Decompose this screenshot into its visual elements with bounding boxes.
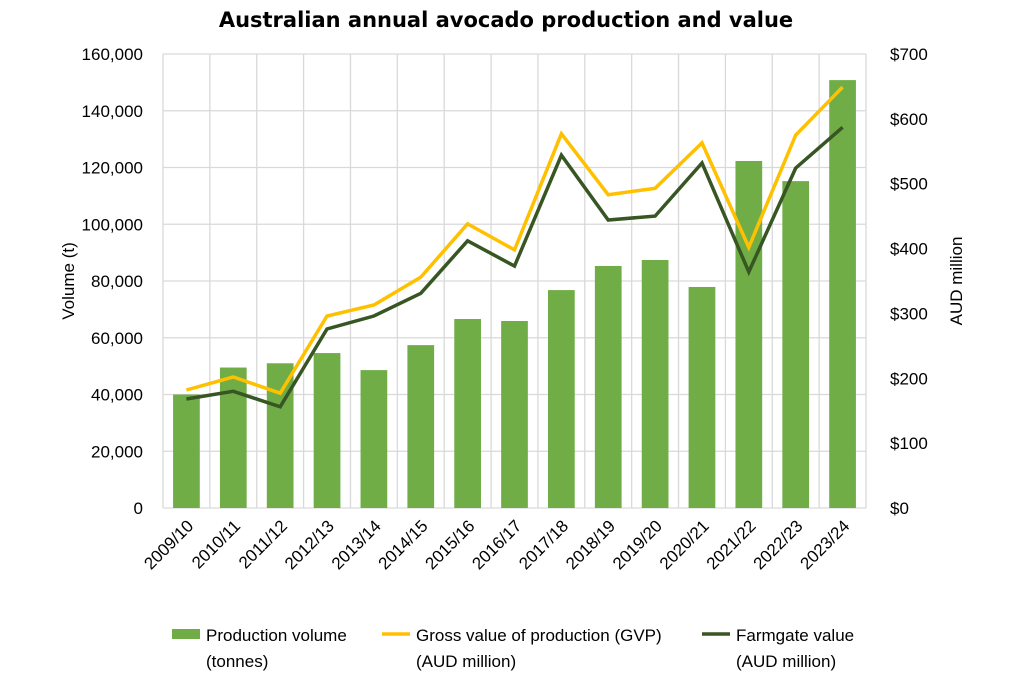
y-tick-label-right: $200 (890, 369, 928, 388)
bars (173, 80, 856, 508)
x-tick-label: 2012/13 (281, 516, 338, 573)
bar-2017-18 (548, 290, 575, 508)
x-tick-label: 2017/18 (515, 516, 572, 573)
x-tick-label: 2022/23 (750, 516, 807, 573)
legend: Production volume (tonnes) Gross value of … (172, 626, 854, 671)
gridlines (162, 53, 867, 509)
legend-label: Farmgate value (736, 626, 854, 645)
x-tick-label: 2011/12 (235, 516, 291, 572)
x-tick-label: 2015/16 (422, 516, 479, 573)
y-tick-label-right: $400 (890, 240, 928, 259)
chart-title: Australian annual avocado production and… (219, 8, 793, 32)
legend-swatch-bar (172, 629, 200, 639)
legend-label: Gross value of production (GVP) (416, 626, 662, 645)
y-tick-label-right: $700 (890, 45, 928, 64)
bar-2022-23 (782, 181, 810, 508)
bar-2021-22 (735, 160, 763, 508)
y-axis-left: 0 20,000 40,000 60,000 80,000 100,000 120,000 1… (82, 45, 143, 518)
x-tick-label: 2013/14 (328, 516, 385, 573)
legend-label: (AUD million) (736, 652, 836, 671)
x-tick-label: 2014/15 (375, 516, 432, 573)
y-tick-label-right: $0 (890, 499, 909, 518)
y-tick-label-right: $300 (890, 304, 928, 323)
bar-2016-17 (501, 321, 528, 508)
bar-2011-12 (266, 363, 294, 508)
x-tick-label: 2023/24 (797, 516, 854, 573)
bar-2012-13 (313, 353, 341, 508)
x-tick-label: 2019/20 (609, 516, 666, 573)
y-tick-label-left: 20,000 (91, 442, 143, 461)
y-tick-label-left: 140,000 (82, 102, 143, 121)
legend-label: (tonnes) (206, 652, 268, 671)
bar-2013-14 (360, 370, 388, 508)
bar-2015-16 (454, 319, 481, 508)
x-axis: 2009/102010/112011/122012/132013/142014/… (140, 516, 853, 573)
y-tick-label-left: 40,000 (91, 386, 143, 405)
y-axis-right: $0 $100 $200 $300 $400 $500 $600 $700 (890, 45, 928, 518)
y-tick-label-left: 160,000 (82, 45, 143, 64)
x-tick-label: 2010/11 (188, 516, 244, 572)
bar-2020-21 (688, 286, 716, 508)
x-tick-label: 2020/21 (656, 516, 713, 573)
bar-2019-20 (641, 260, 669, 508)
y-tick-label-right: $500 (890, 175, 928, 194)
y-tick-label-right: $600 (890, 110, 928, 129)
bar-2018-19 (594, 265, 622, 508)
y-tick-label-left: 120,000 (82, 159, 143, 178)
y-tick-label-right: $100 (890, 434, 928, 453)
bar-2014-15 (407, 345, 435, 508)
y-axis-right-label: AUD million (947, 237, 966, 326)
bar-2010-11 (219, 367, 247, 508)
y-axis-left-label: Volume (t) (59, 242, 78, 319)
x-tick-label: 2021/22 (703, 516, 760, 573)
bar-2009-10 (173, 394, 200, 508)
x-tick-label: 2018/19 (562, 516, 619, 573)
x-tick-label: 2016/17 (468, 516, 525, 573)
y-tick-label-left: 0 (134, 499, 143, 518)
legend-label: Production volume (206, 626, 347, 645)
lines (185, 85, 844, 409)
y-tick-label-left: 80,000 (91, 272, 143, 291)
y-tick-label-left: 100,000 (82, 215, 143, 234)
x-tick-label: 2009/10 (140, 516, 197, 573)
y-tick-label-left: 60,000 (91, 329, 143, 348)
bar-2023-24 (829, 80, 856, 508)
legend-label: (AUD million) (416, 652, 516, 671)
